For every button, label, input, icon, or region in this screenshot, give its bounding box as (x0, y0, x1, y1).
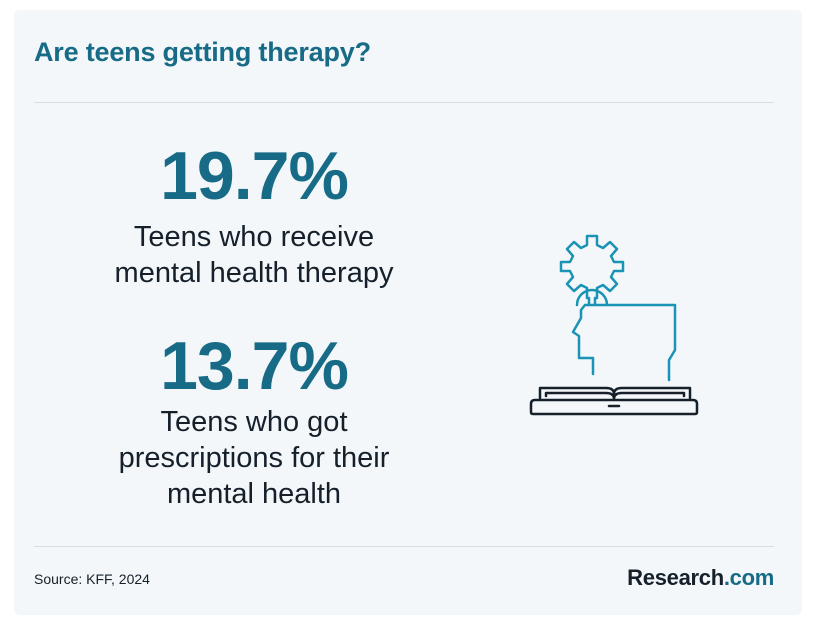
stat-therapy: 19.7% Teens who receive mental health th… (54, 142, 454, 291)
infographic-card: Are teens getting therapy? 19.7% Teens w… (14, 10, 802, 615)
stat-label: Teens who receive mental health therapy (54, 219, 454, 291)
top-divider (34, 102, 774, 103)
stat-label-line: prescriptions for their (118, 442, 390, 474)
stat-label-line: Teens who receive (133, 221, 375, 253)
stat-label-line: mental health therapy (114, 257, 394, 289)
stat-prescriptions: 13.7% Teens who got prescriptions for th… (54, 332, 454, 512)
page-title: Are teens getting therapy? (34, 37, 371, 67)
source-note: Source: KFF, 2024 (34, 571, 150, 587)
brand-name: Research (627, 565, 724, 590)
book-icon (529, 386, 699, 416)
stat-label-line: Teens who got (160, 406, 348, 438)
bottom-divider (34, 546, 774, 547)
stat-label: Teens who got prescriptions for their me… (54, 404, 454, 512)
head-icon (571, 303, 677, 382)
gear-icon (559, 234, 625, 307)
head-gear-book-icon (529, 234, 699, 416)
stat-value: 13.7% (160, 328, 349, 404)
brand-logo: Research.com (627, 565, 774, 591)
stat-label-line: mental health (166, 478, 342, 510)
brand-suffix: .com (723, 565, 774, 590)
stat-value: 19.7% (160, 138, 349, 214)
